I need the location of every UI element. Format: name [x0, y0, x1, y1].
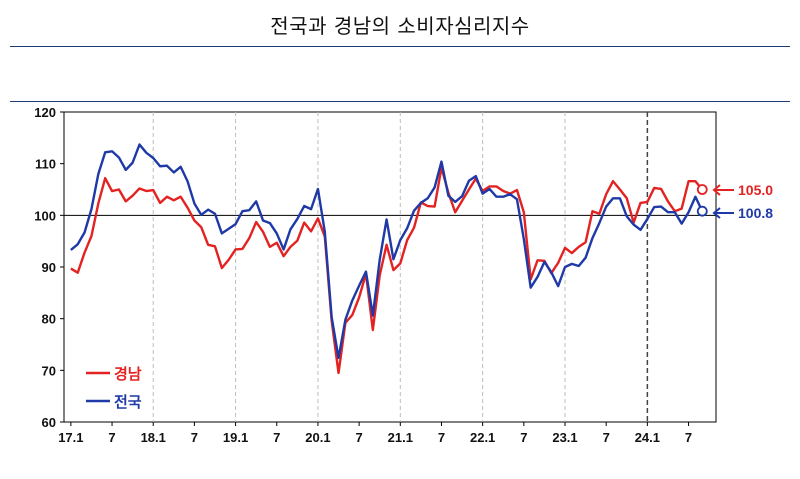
y-tick-label: 120: [34, 105, 56, 120]
series-lines: [70, 143, 708, 375]
x-tick-label: 7: [355, 430, 362, 445]
x-tick-label: 19.1: [223, 430, 248, 445]
y-tick-label: 60: [42, 415, 56, 430]
y-tick-label: 80: [42, 312, 56, 327]
end-value-callouts: 105.0 100.8: [712, 182, 773, 221]
x-tick-label: 7: [108, 430, 115, 445]
callout-value-gyeongnam: 105.0: [738, 182, 773, 198]
x-tick-label: 24.1: [635, 430, 660, 445]
callout-value-national: 100.8: [738, 205, 773, 221]
x-tick-label: 20.1: [305, 430, 330, 445]
x-tick-label: 7: [273, 430, 280, 445]
title-bottom-rule: [10, 101, 790, 102]
x-tick-label: 17.1: [58, 430, 83, 445]
y-tick-label: 90: [42, 260, 56, 275]
plot-area: [63, 111, 717, 423]
y-tick-label: 110: [35, 157, 56, 172]
legend-label-national: 전국: [114, 393, 142, 411]
callout-arrow-head: [712, 184, 721, 196]
end-point-marker: [696, 205, 708, 217]
series-line-national: [70, 143, 704, 360]
y-tick-label: 100: [34, 208, 56, 223]
x-tick-label: 21.1: [388, 430, 413, 445]
chart-title: 전국과 경남의 소비자심리지수: [270, 14, 530, 38]
gridlines: [64, 112, 716, 422]
x-tick-label: 7: [438, 430, 445, 445]
series-line-gyeongnam: [70, 166, 704, 375]
x-tick-label: 23.1: [552, 430, 577, 445]
legend: 경남 전국: [86, 365, 142, 411]
end-point-marker: [696, 184, 708, 195]
x-tick-label: 7: [520, 430, 527, 445]
x-tick-label: 7: [191, 430, 198, 445]
x-tick-label: 7: [603, 430, 610, 445]
x-axis: 17.1 7 18.1 7 19.1 7 20.1 7 21.1 7 22.1 7 23.1 7 24.1 7: [58, 422, 692, 445]
callout-arrow-head: [712, 207, 721, 219]
title-top-rule: [10, 46, 790, 47]
y-tick-label: 70: [42, 363, 56, 378]
y-axis: 60 70 80 90 100 110 120: [34, 105, 64, 430]
x-tick-label: 18.1: [141, 430, 166, 445]
x-tick-label: 7: [685, 430, 692, 445]
x-tick-label: 22.1: [470, 430, 495, 445]
legend-label-gyeongnam: 경남: [114, 365, 142, 383]
